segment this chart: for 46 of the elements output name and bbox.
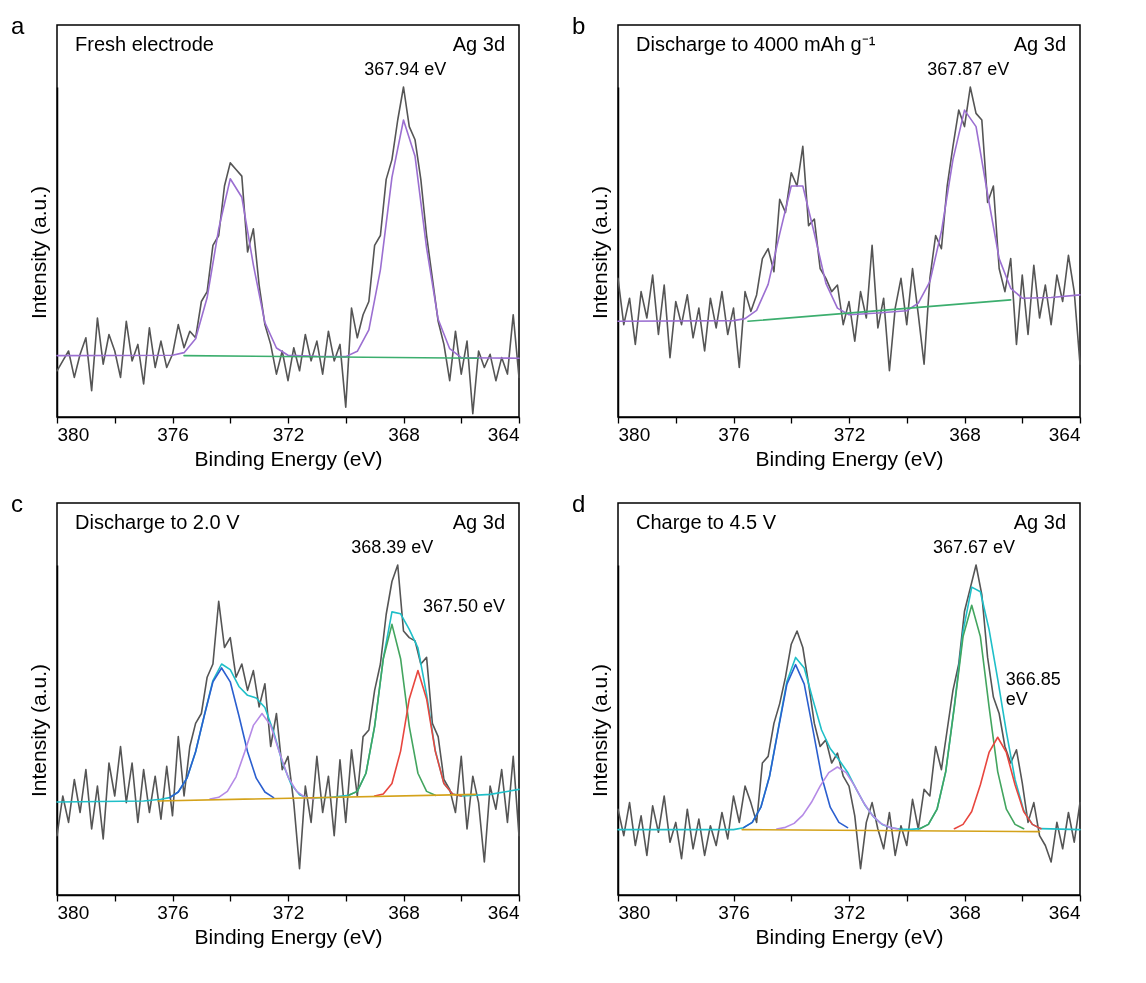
x-tick-label: 380 bbox=[618, 901, 651, 923]
text: Ag 3d bbox=[452, 511, 505, 533]
y-axis-title: Intensity (a.u.) bbox=[587, 663, 611, 798]
x-tick-label: 364 bbox=[487, 423, 520, 445]
text: Charge to 4.5 V bbox=[636, 511, 777, 533]
x-tick-label: 380 bbox=[618, 423, 651, 445]
annotation: 367.67 eV bbox=[932, 537, 1016, 557]
x-axis-title: Binding Energy (eV) bbox=[194, 446, 383, 470]
text: Ag 3d bbox=[452, 33, 505, 55]
x-tick-label: 364 bbox=[1048, 901, 1081, 923]
x-axis-title: Binding Energy (eV) bbox=[755, 446, 944, 470]
x-axis-title: Binding Energy (eV) bbox=[194, 924, 383, 948]
annotation: 367.50 eV bbox=[422, 596, 505, 616]
x-tick-label: 372 bbox=[833, 423, 866, 445]
text: Ag 3d bbox=[1013, 511, 1066, 533]
chart-title: d bbox=[572, 490, 586, 517]
x-tick-label: 376 bbox=[157, 423, 189, 445]
chart-title: a bbox=[11, 12, 25, 39]
y-axis-title: Intensity (a.u.) bbox=[587, 185, 611, 320]
x-tick-label: 376 bbox=[718, 901, 750, 923]
x-tick-label: 372 bbox=[833, 901, 866, 923]
x-tick-label: 368 bbox=[388, 901, 420, 923]
text: Discharge to 2.0 V bbox=[75, 511, 241, 533]
x-tick-label: 376 bbox=[718, 423, 750, 445]
y-axis-title: Intensity (a.u.) bbox=[26, 185, 50, 320]
x-tick-label: 364 bbox=[1048, 423, 1081, 445]
x-tick-label: 372 bbox=[272, 423, 305, 445]
x-tick-label: 372 bbox=[272, 901, 305, 923]
x-tick-label: 376 bbox=[157, 901, 189, 923]
chart-title: b bbox=[572, 12, 586, 39]
x-tick-label: 380 bbox=[57, 423, 90, 445]
text: Ag 3d bbox=[1013, 33, 1066, 55]
x-tick-label: 380 bbox=[57, 901, 90, 923]
x-tick-label: 368 bbox=[388, 423, 420, 445]
text: Discharge to 4000 mAh g⁻¹ bbox=[636, 33, 876, 55]
annotation: 368.39 eV bbox=[351, 537, 434, 557]
y-axis-title: Intensity (a.u.) bbox=[26, 663, 50, 798]
annotation: 367.87 eV bbox=[927, 59, 1010, 79]
chart-title: c bbox=[11, 490, 23, 517]
text: Fresh electrode bbox=[75, 33, 214, 55]
annotation: 366.85 eV bbox=[1005, 669, 1061, 709]
x-tick-label: 368 bbox=[949, 423, 981, 445]
annotation: 367.94 eV bbox=[364, 59, 447, 79]
x-axis-title: Binding Energy (eV) bbox=[755, 924, 944, 948]
x-tick-label: 368 bbox=[949, 901, 981, 923]
x-tick-label: 364 bbox=[487, 901, 520, 923]
